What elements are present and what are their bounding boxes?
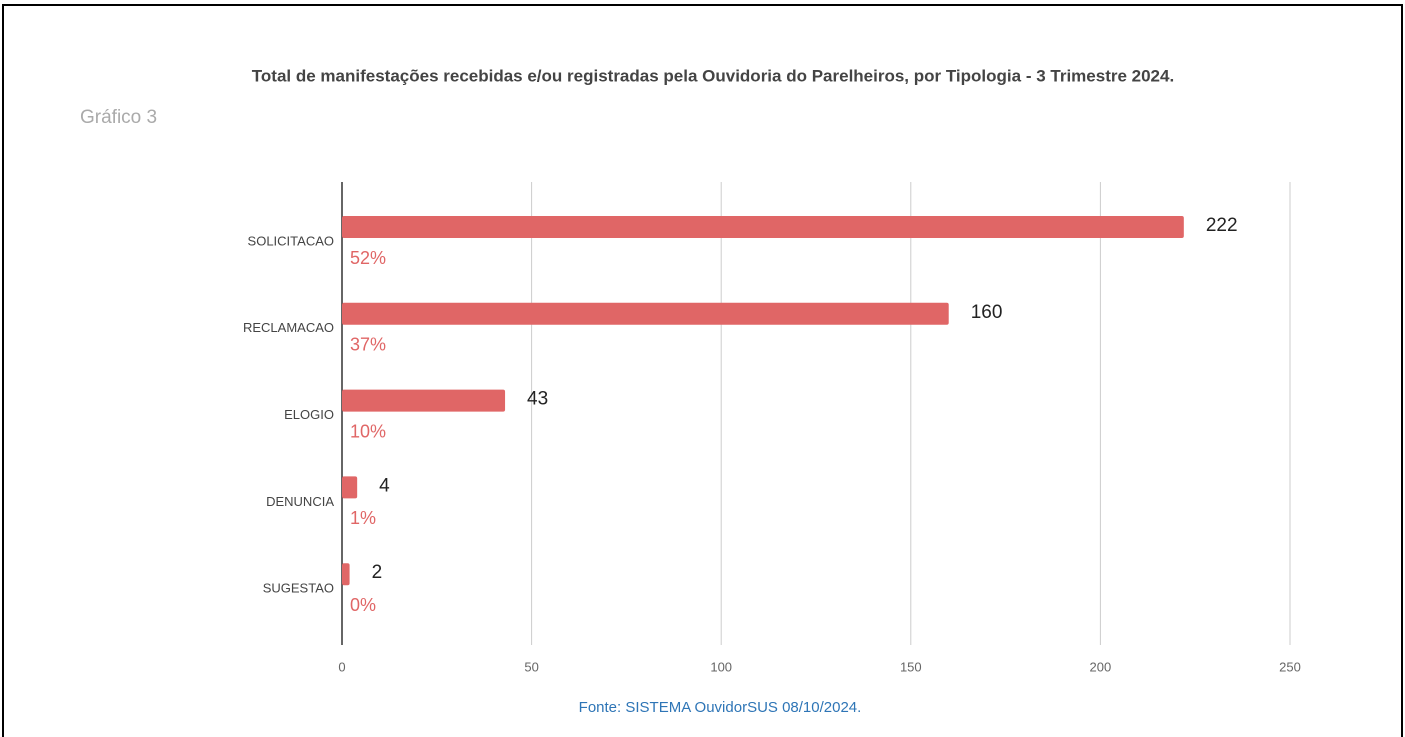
x-tick-label: 50: [524, 659, 538, 674]
value-label: 222: [1206, 215, 1238, 236]
x-tick-label: 250: [1279, 659, 1301, 674]
bar: [342, 476, 358, 499]
bar: [342, 563, 350, 586]
chart-subtitle: Gráfico 3: [80, 107, 157, 128]
x-tick-label: 0: [338, 659, 345, 674]
bar: [342, 302, 949, 325]
value-label: 4: [379, 475, 390, 496]
value-label: 160: [971, 302, 1003, 323]
y-tick-label: SOLICITACAO: [248, 233, 334, 248]
x-tick-label: 200: [1090, 659, 1112, 674]
y-tick-label: ELOGIO: [284, 407, 334, 422]
value-label: 43: [527, 389, 548, 410]
value-label: 2: [372, 562, 383, 583]
frame: [2, 4, 1403, 737]
percent-label: 10%: [350, 421, 386, 441]
percent-label: 1%: [350, 508, 376, 528]
x-tick-label: 100: [710, 659, 732, 674]
percent-label: 37%: [350, 335, 386, 355]
bar: [342, 216, 1184, 238]
bar: [342, 389, 506, 412]
x-tick-label: 150: [900, 659, 922, 674]
source-note: Fonte: SISTEMA OuvidorSUS 08/10/2024.: [579, 699, 862, 716]
percent-label: 0%: [350, 595, 376, 615]
y-tick-label: DENUNCIA: [266, 494, 334, 509]
y-tick-label: RECLAMACAO: [243, 320, 334, 335]
percent-label: 52%: [350, 248, 386, 268]
y-tick-label: SUGESTAO: [263, 581, 334, 596]
chart-title: Total de manifestações recebidas e/ou re…: [252, 66, 1174, 85]
